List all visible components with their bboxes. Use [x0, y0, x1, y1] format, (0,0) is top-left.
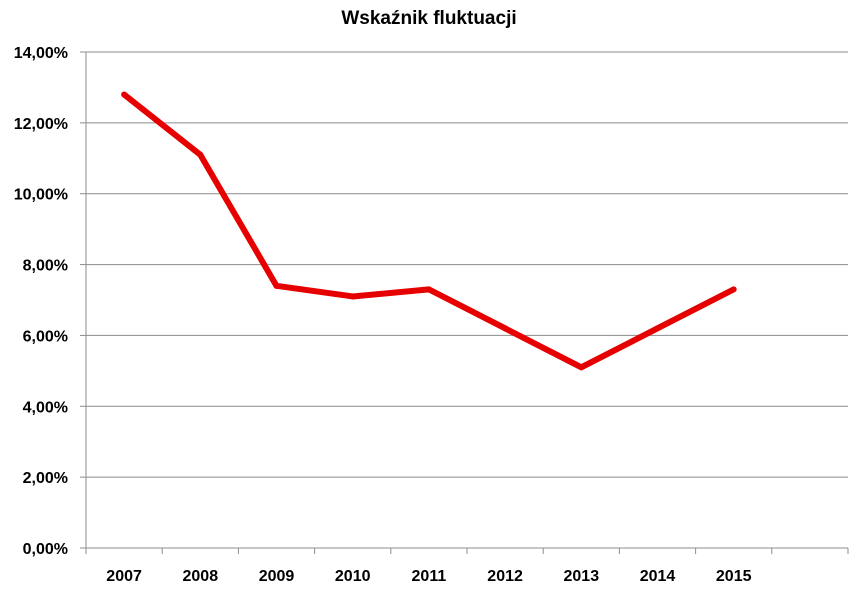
data-point	[578, 364, 585, 371]
gridlines	[86, 51, 848, 478]
data-point	[273, 282, 280, 289]
x-tick-label: 2009	[259, 568, 295, 585]
series-line-0	[122, 92, 736, 371]
x-tick-label: 2011	[412, 568, 447, 585]
axes	[80, 51, 849, 554]
y-tick-label: 0,00%	[23, 541, 68, 558]
y-tick-label: 6,00%	[23, 328, 68, 345]
data-point	[197, 151, 204, 158]
data-point	[502, 325, 509, 332]
y-tick-label: 8,00%	[23, 258, 68, 275]
data-point	[349, 293, 356, 300]
data-point	[425, 286, 432, 293]
x-tick-label: 2013	[564, 568, 600, 585]
x-axis-tick-labels: 2007 2008 2009 2010 2011 2012 2013 2014 2015	[106, 568, 751, 585]
y-tick-label: 12,00%	[14, 116, 68, 133]
y-tick-label: 10,00%	[14, 187, 68, 204]
y-tick-label: 14,00%	[14, 45, 68, 62]
y-axis-tick-labels: 0,00% 2,00% 4,00% 6,00% 8,00% 10,00% 12,00% 14,…	[14, 45, 68, 558]
y-tick-label: 2,00%	[23, 470, 68, 487]
x-tick-label: 2014	[640, 568, 676, 585]
x-tick-label: 2007	[106, 568, 142, 585]
x-tick-label: 2012	[487, 568, 523, 585]
x-tick-label: 2008	[183, 568, 219, 585]
data-point	[121, 91, 128, 98]
data-point	[654, 325, 661, 332]
data-point	[730, 286, 737, 293]
y-tick-label: 4,00%	[23, 399, 68, 416]
series-layer	[121, 91, 737, 371]
chart-title: Wskaźnik fluktuacji	[341, 8, 516, 29]
x-tick-label: 2010	[335, 568, 371, 585]
x-tick-label: 2015	[716, 568, 752, 585]
